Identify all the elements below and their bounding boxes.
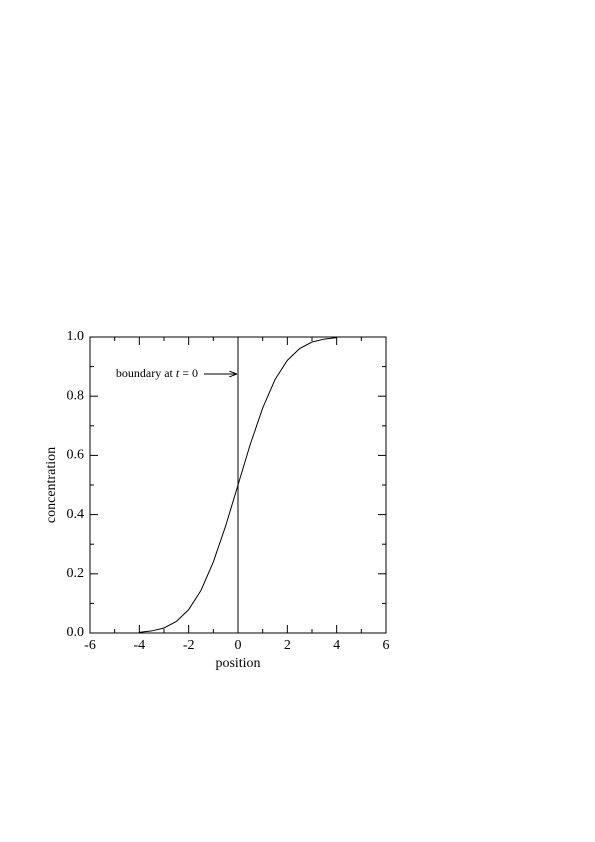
x-tick-label: 2 [284,638,291,653]
y-tick-label: 0.8 [67,388,85,403]
y-tick-label: 0.6 [67,448,85,463]
x-tick-label: -2 [183,638,195,653]
y-axis-label: concentration [44,447,59,523]
annotation: boundary at t = 0 [116,366,198,380]
annotation-part: boundary at [116,366,174,380]
y-tick-label: 0.2 [67,566,85,581]
y-tick-label: 0.4 [67,507,85,522]
curve [139,337,337,633]
annotation-part: t [176,366,180,380]
annotation-part: = 0 [182,366,198,380]
x-tick-label: 6 [383,638,390,653]
y-tick-label: 0.0 [67,625,85,640]
y-tick-label: 1.0 [67,329,85,344]
x-tick-label: 4 [333,638,340,653]
x-tick-label: -6 [84,638,96,653]
x-tick-label: 0 [235,638,242,653]
x-axis-label: position [215,656,260,671]
x-tick-label: -4 [133,638,145,653]
